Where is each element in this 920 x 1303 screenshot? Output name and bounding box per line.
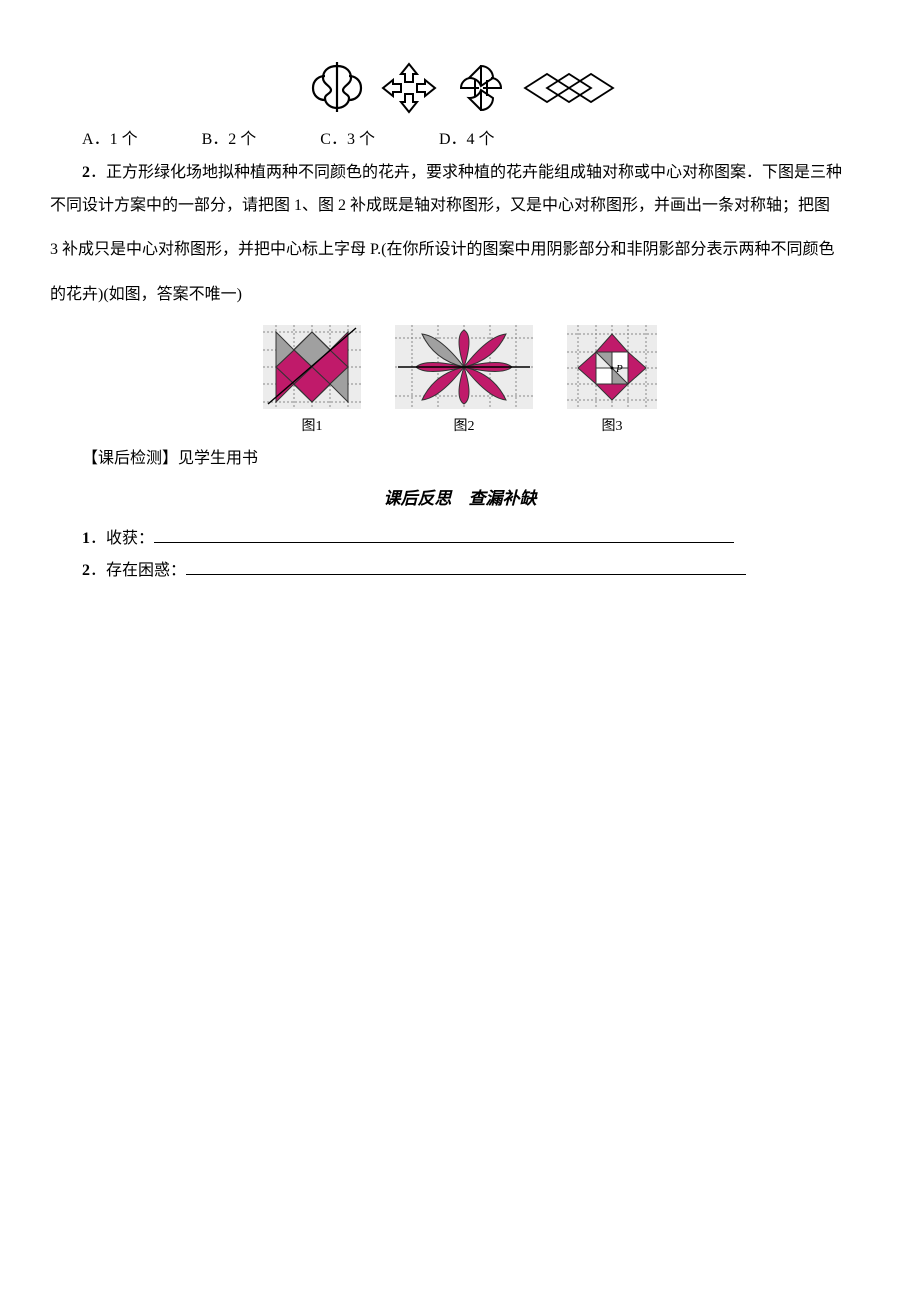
reflect-2-label: ．存在困惑： <box>90 562 186 579</box>
option-b: B．2 个 <box>202 131 257 148</box>
q2-number: 2 <box>82 164 90 181</box>
figure-2-svg <box>394 324 534 410</box>
figure-clover-icon <box>447 60 515 116</box>
center-label-p: P <box>615 363 623 375</box>
figure-knot-icon <box>303 60 371 116</box>
figure-3-caption: 图3 <box>566 414 658 439</box>
figure-diamond-chain-icon <box>519 60 617 116</box>
reflect-2-num: 2 <box>82 562 90 579</box>
figure-3-block: P 图3 <box>566 324 658 439</box>
q2-text-line1: 2．正方形绿化场地拟种植两种不同颜色的花卉，要求种植的花卉能组成轴对称或中心对称… <box>50 159 870 188</box>
option-d: D．4 个 <box>439 131 495 148</box>
q2-figures: 图1 图2 <box>50 324 870 439</box>
option-a: A．1 个 <box>82 131 138 148</box>
figure-1-block: 图1 <box>262 324 362 439</box>
q2-text-line4: 的花卉)(如图，答案不唯一) <box>50 281 870 310</box>
reflect-1-label: ．收获： <box>90 530 154 547</box>
section-title: 课后反思 查漏补缺 <box>50 484 870 515</box>
figure-1-svg <box>262 324 362 410</box>
figure-3-svg: P <box>566 324 658 410</box>
q2-text-line2: 不同设计方案中的一部分，请把图 1、图 2 补成既是轴对称图形，又是中心对称图形… <box>50 192 870 221</box>
figure-2-caption: 图2 <box>394 414 534 439</box>
q1-options: A．1 个 B．2 个 C．3 个 D．4 个 <box>50 126 870 155</box>
reflect-2-blank <box>186 559 746 575</box>
q1-figures <box>50 60 870 116</box>
option-c: C．3 个 <box>320 131 375 148</box>
reflect-2: 2．存在困惑： <box>50 557 870 586</box>
reflect-1-blank <box>154 527 734 543</box>
figure-arrows-icon <box>375 60 443 116</box>
figure-1-caption: 图1 <box>262 414 362 439</box>
reflect-1: 1．收获： <box>50 525 870 554</box>
reflect-1-num: 1 <box>82 530 90 547</box>
post-exam-line: 【课后检测】见学生用书 <box>50 445 870 474</box>
figure-2-block: 图2 <box>394 324 534 439</box>
q2-text-line3: 3 补成只是中心对称图形，并把中心标上字母 P.(在你所设计的图案中用阴影部分和… <box>50 236 870 265</box>
